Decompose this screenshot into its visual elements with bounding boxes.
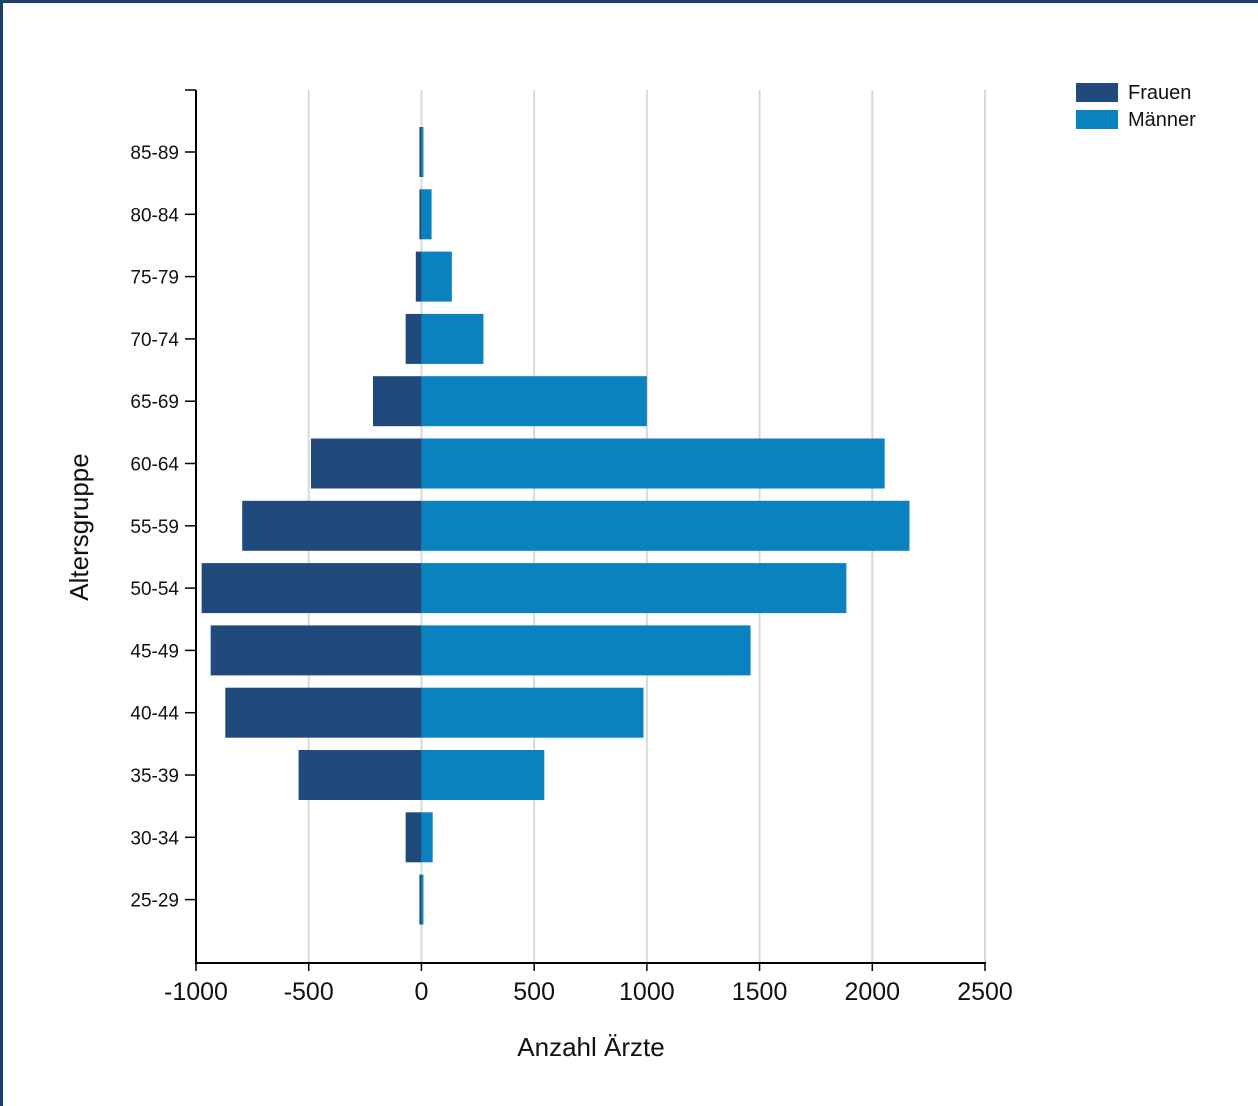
bar-frauen-80-84 bbox=[419, 189, 422, 240]
legend-swatch-männer bbox=[1076, 110, 1118, 129]
bar-männer-85-89 bbox=[421, 127, 424, 177]
x-tick-label-0: 0 bbox=[414, 978, 428, 1006]
y-tick-label-70-74: 70-74 bbox=[130, 330, 179, 351]
y-tick-label-50-54: 50-54 bbox=[130, 579, 179, 600]
bar-frauen-25-29 bbox=[419, 874, 422, 925]
bar-männer-40-44 bbox=[421, 687, 644, 738]
y-tick-label-40-44: 40-44 bbox=[130, 704, 179, 725]
y-tick-label-85-89: 85-89 bbox=[130, 143, 179, 164]
legend-label-männer: Männer bbox=[1128, 109, 1196, 131]
bar-männer-35-39 bbox=[421, 750, 545, 800]
y-tick-label-75-79: 75-79 bbox=[130, 268, 179, 289]
bar-männer-70-74 bbox=[421, 313, 484, 364]
bar-frauen-50-54 bbox=[201, 563, 422, 614]
y-tick-label-80-84: 80-84 bbox=[130, 205, 179, 226]
x-tick-label-2500: 2500 bbox=[957, 978, 1013, 1006]
x-tick-label-2000: 2000 bbox=[844, 978, 900, 1006]
x-tick-label--1000: -1000 bbox=[164, 978, 228, 1006]
bar-männer-80-84 bbox=[421, 189, 432, 240]
legend-label-frauen: Frauen bbox=[1128, 82, 1191, 104]
bar-frauen-35-39 bbox=[298, 750, 422, 800]
y-tick-label-30-34: 30-34 bbox=[130, 828, 179, 849]
legend: Frauen Männer bbox=[1076, 82, 1196, 131]
bar-männer-50-54 bbox=[421, 563, 847, 614]
y-tick-label-35-39: 35-39 bbox=[130, 766, 179, 787]
bar-männer-60-64 bbox=[421, 438, 885, 489]
bar-frauen-40-44 bbox=[225, 687, 422, 738]
bar-männer-45-49 bbox=[421, 625, 751, 676]
bar-frauen-60-64 bbox=[310, 438, 422, 489]
x-tick-label-500: 500 bbox=[513, 978, 555, 1006]
x-axis-title: Anzahl Ärzte bbox=[517, 1032, 664, 1062]
x-tick-labels: -1000 -500 0 500 1000 1500 2000 2500 bbox=[164, 963, 1013, 1006]
bar-frauen-45-49 bbox=[210, 625, 422, 676]
bar-frauen-55-59 bbox=[242, 500, 422, 551]
bars bbox=[201, 127, 910, 925]
x-tick-label-1500: 1500 bbox=[732, 978, 788, 1006]
y-tick-label-55-59: 55-59 bbox=[130, 517, 179, 538]
y-tick-label-60-64: 60-64 bbox=[130, 455, 179, 476]
bar-männer-25-29 bbox=[421, 874, 424, 925]
x-tick-label-1000: 1000 bbox=[619, 978, 675, 1006]
bar-männer-55-59 bbox=[421, 500, 910, 551]
bar-männer-65-69 bbox=[421, 376, 647, 427]
y-tick-label-25-29: 25-29 bbox=[130, 891, 179, 912]
axes bbox=[185, 89, 986, 964]
bar-frauen-70-74 bbox=[405, 313, 422, 364]
bar-frauen-75-79 bbox=[415, 251, 422, 302]
y-tick-label-65-69: 65-69 bbox=[130, 392, 179, 413]
bar-frauen-30-34 bbox=[405, 812, 422, 863]
x-tick-label--500: -500 bbox=[284, 978, 334, 1006]
legend-swatch-frauen bbox=[1076, 83, 1118, 102]
bar-männer-75-79 bbox=[421, 251, 452, 302]
bar-frauen-65-69 bbox=[372, 376, 422, 427]
y-tick-labels: 85-89 80-84 75-79 70-74 65-69 60-64 55-59 50-54… bbox=[130, 143, 196, 912]
bar-männer-30-34 bbox=[421, 812, 433, 863]
bar-frauen-85-89 bbox=[419, 127, 422, 177]
y-tick-label-45-49: 45-49 bbox=[130, 641, 179, 662]
y-axis-title: Altersgruppe bbox=[64, 453, 94, 600]
